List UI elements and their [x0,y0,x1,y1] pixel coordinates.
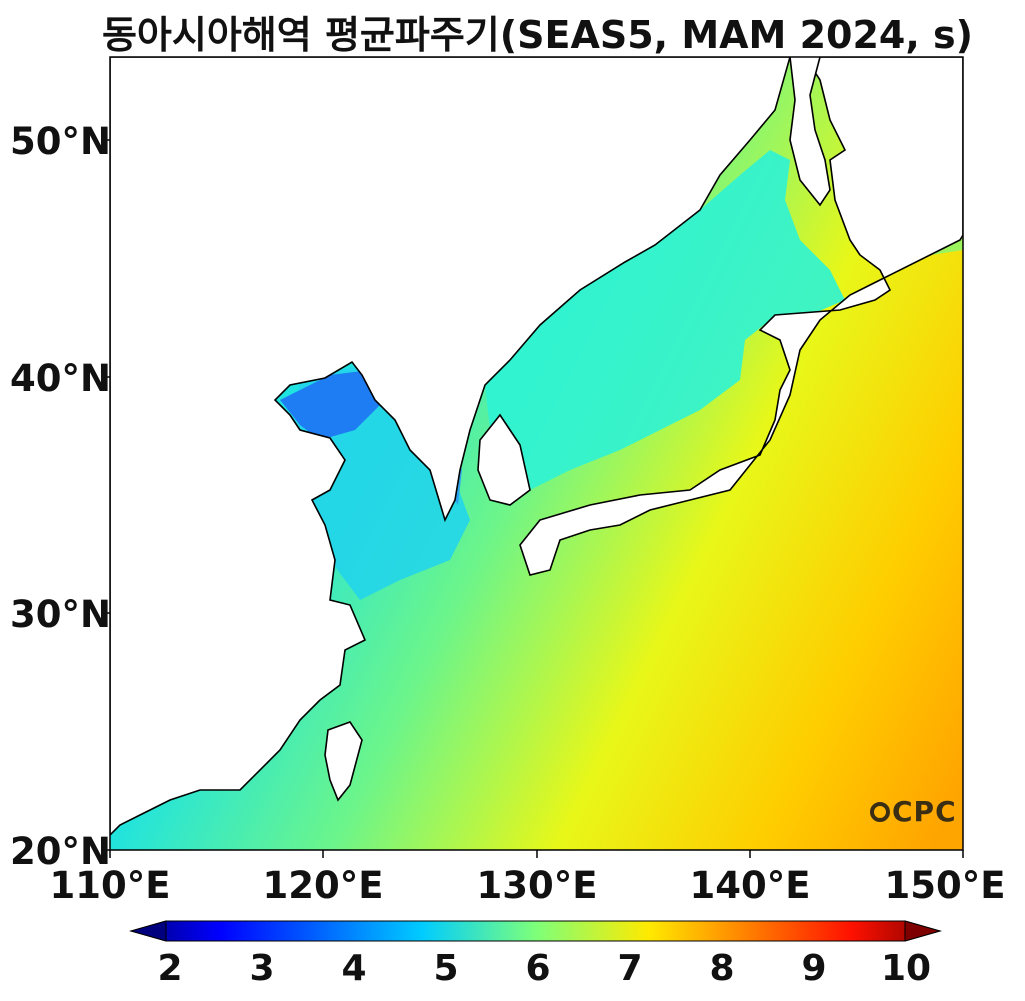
east-sea-field [485,150,845,490]
bohai-field [280,370,380,440]
lon-label-110e: 110°E [49,864,171,907]
ocpc-logo: CPC [870,795,957,828]
colorbar-extend-max [904,920,942,942]
lon-label-150e: 150°E [884,864,1006,907]
map-title: 동아시아해역 평균파주기(SEAS5, MAM 2024, s) [101,13,974,57]
colorbar-tick-6: 6 [525,948,551,989]
lat-label-40n: 40°N [10,357,111,400]
colorbar-tick-7: 7 [617,948,643,989]
colorbar-tick-10: 10 [880,948,932,989]
land [110,57,963,837]
colorbar-tick-4: 4 [341,948,367,989]
axis-ticks [102,139,964,858]
colorbar-tick-8: 8 [709,948,735,989]
lat-label-20n: 20°N [10,830,111,873]
ocpc-logo-icon [870,802,890,822]
sakhalin-outline [789,57,831,207]
colorbar-tick-5: 5 [433,948,459,989]
colorbar-tick-3: 3 [249,948,275,989]
colorbar [129,920,942,942]
lat-label-50n: 50°N [10,120,111,163]
lon-label-140e: 140°E [689,864,811,907]
lon-label-120e: 120°E [262,864,384,907]
colorbar-extend-min [129,920,167,942]
colorbar-tick-9: 9 [801,948,827,989]
colorbar-tick-2: 2 [157,948,183,989]
lat-label-30n: 30°N [10,593,111,636]
lon-label-130e: 130°E [476,864,598,907]
logo-text: CPC [892,795,957,828]
